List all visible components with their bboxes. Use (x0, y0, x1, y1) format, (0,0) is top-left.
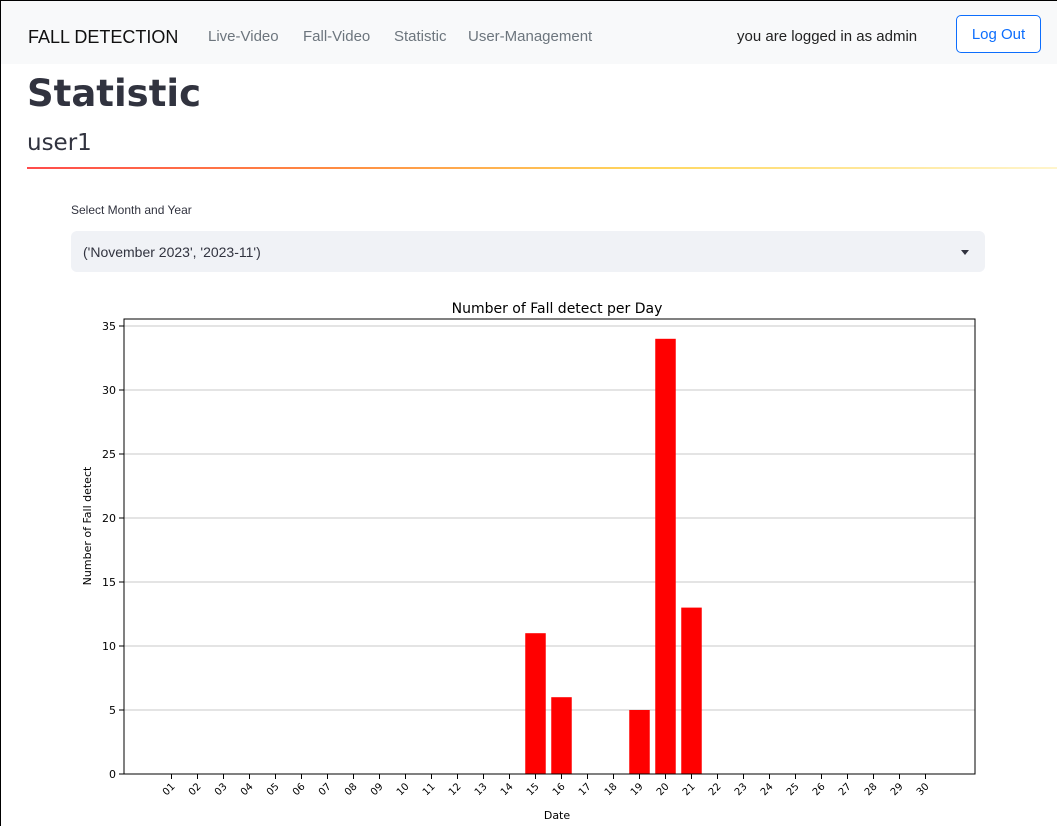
y-tick-label: 30 (102, 384, 116, 397)
x-tick-label: 04 (239, 781, 256, 798)
x-tick-label: 18 (603, 781, 620, 798)
y-tick-label: 0 (109, 768, 116, 781)
plot-frame (123, 318, 976, 775)
y-axis-label: Number of Fall detect (81, 466, 94, 585)
y-tick-label: 15 (102, 576, 116, 589)
x-tick-label: 01 (161, 781, 178, 798)
window-border-left (0, 0, 1, 826)
x-tick-label: 25 (785, 781, 802, 798)
select-value: ('November 2023', '2023-11') (83, 244, 261, 260)
nav-link-user-management[interactable]: User-Management (468, 28, 593, 45)
x-tick-label: 13 (473, 781, 490, 798)
x-tick-label: 15 (525, 781, 542, 798)
chevron-down-icon[interactable] (961, 250, 969, 255)
header-divider (27, 167, 1057, 169)
x-tick-label: 23 (733, 781, 750, 798)
x-tick-label: 06 (291, 781, 308, 798)
bar-day-19 (629, 710, 650, 774)
nav-link-fall-video[interactable]: Fall-Video (303, 28, 371, 45)
logout-button[interactable]: Log Out (956, 15, 1041, 53)
page-subtitle: user1 (27, 130, 92, 156)
x-tick-label: 10 (395, 781, 412, 798)
bar-day-15 (525, 633, 546, 774)
y-tick-label: 20 (102, 512, 116, 525)
x-tick-label: 20 (655, 781, 672, 798)
window-border-top (0, 0, 1057, 1)
x-tick-label: 12 (447, 781, 464, 798)
x-tick-label: 29 (889, 781, 906, 798)
y-tick-label: 35 (102, 320, 116, 333)
x-tick-label: 21 (681, 781, 698, 798)
x-tick-label: 09 (369, 781, 386, 798)
x-tick-label: 17 (577, 781, 594, 798)
x-tick-label: 14 (499, 781, 516, 798)
x-tick-label: 24 (759, 781, 776, 798)
x-tick-label: 05 (265, 781, 282, 798)
bar-day-20 (655, 338, 676, 774)
x-tick-label: 11 (421, 781, 438, 798)
y-tick-label: 5 (109, 704, 116, 717)
x-tick-label: 27 (837, 781, 854, 798)
x-tick-label: 16 (551, 781, 568, 798)
logged-in-status: you are logged in as admin (737, 28, 918, 45)
navbar: FALL DETECTION Live-Video Fall-Video Sta… (1, 1, 1057, 64)
bar-day-16 (551, 697, 572, 774)
x-tick-label: 22 (707, 781, 724, 798)
select-label: Select Month and Year (71, 203, 192, 217)
page-title: Statistic (27, 72, 201, 115)
x-tick-label: 08 (343, 781, 360, 798)
fall-detect-chart: Number of Fall detect per Day Number of … (81, 301, 976, 822)
x-tick-label: 02 (187, 781, 204, 798)
brand-link[interactable]: FALL DETECTION (28, 27, 179, 47)
x-axis-label: Date (544, 809, 571, 822)
x-tick-label: 26 (811, 781, 828, 798)
nav-link-statistic[interactable]: Statistic (394, 28, 447, 45)
chart-title: Number of Fall detect per Day (452, 301, 663, 317)
x-tick-label: 28 (863, 781, 880, 798)
month-year-select[interactable]: ('November 2023', '2023-11') (71, 231, 985, 272)
x-tick-label: 07 (317, 781, 334, 798)
bar-day-21 (681, 607, 702, 774)
y-tick-label: 10 (102, 640, 116, 653)
x-tick-label: 03 (213, 781, 230, 798)
x-tick-label: 19 (629, 781, 646, 798)
y-tick-label: 25 (102, 448, 116, 461)
x-tick-label: 30 (915, 781, 932, 798)
nav-link-live-video[interactable]: Live-Video (208, 28, 279, 45)
